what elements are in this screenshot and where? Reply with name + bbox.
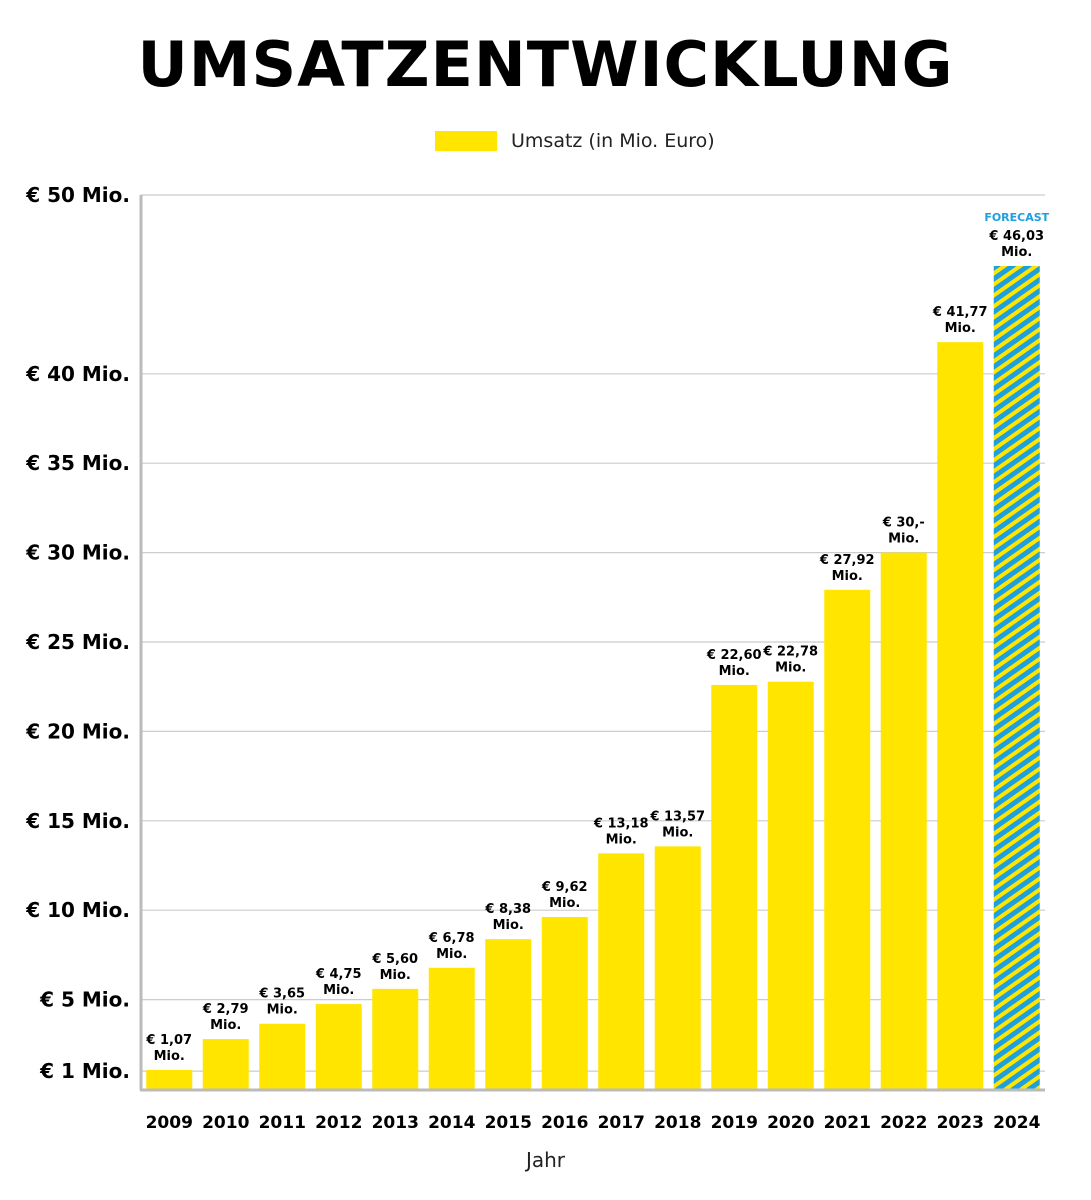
x-tick-label: 2016 xyxy=(541,1113,588,1133)
y-tick-label: € 40 Mio. xyxy=(25,362,130,386)
bar xyxy=(146,1069,193,1089)
x-axis-label: Jahr xyxy=(525,1148,566,1172)
x-tick-label: 2009 xyxy=(146,1113,193,1133)
x-tick-label: 2020 xyxy=(767,1113,814,1133)
y-tick-label: € 5 Mio. xyxy=(39,988,130,1012)
bar xyxy=(937,342,984,1089)
bar-forecast xyxy=(993,265,1040,1089)
labels: € 1 Mio. € 5 Mio. € 10 Mio. € 15 Mio. € 20 M… xyxy=(25,183,1049,1133)
bar xyxy=(428,967,475,1089)
data-label-unit: Mio. xyxy=(945,321,976,336)
data-label: € 1,07 xyxy=(145,1033,192,1048)
legend-label: Umsatz (in Mio. Euro) xyxy=(511,130,715,152)
data-label-unit: Mio. xyxy=(549,896,580,911)
bar xyxy=(598,853,645,1089)
data-label: € 13,57 xyxy=(649,809,705,824)
legend-swatch xyxy=(435,131,497,151)
data-label-unit: Mio. xyxy=(832,569,863,584)
x-tick-label: 2024 xyxy=(993,1113,1040,1133)
x-tick-label: 2023 xyxy=(937,1113,984,1133)
x-tick-label: 2022 xyxy=(880,1113,927,1133)
data-label-unit: Mio. xyxy=(436,947,467,962)
x-tick-label: 2013 xyxy=(372,1113,419,1133)
x-tick-label: 2019 xyxy=(711,1113,758,1133)
data-label-unit: Mio. xyxy=(719,664,750,679)
x-tick-label: 2011 xyxy=(259,1113,306,1133)
data-label-unit: Mio. xyxy=(775,661,806,676)
y-tick-label: € 1 Mio. xyxy=(39,1059,130,1083)
data-label: € 30,- xyxy=(882,516,925,531)
data-label-unit: Mio. xyxy=(888,532,919,547)
bar xyxy=(259,1023,306,1089)
y-tick-label: € 25 Mio. xyxy=(25,630,130,654)
data-label-unit: Mio. xyxy=(1001,245,1032,260)
bar xyxy=(202,1039,249,1089)
bar xyxy=(541,916,588,1089)
data-label: € 9,62 xyxy=(541,880,588,895)
bar xyxy=(315,1004,362,1089)
data-label-unit: Mio. xyxy=(606,832,637,847)
bar xyxy=(372,988,419,1089)
data-label: € 3,65 xyxy=(258,987,305,1002)
data-label: € 8,38 xyxy=(484,902,531,917)
chart-title: UMSATZENTWICKLUNG xyxy=(137,28,954,101)
data-label-unit: Mio. xyxy=(210,1018,241,1033)
axes xyxy=(139,195,1045,1092)
bar xyxy=(485,939,532,1089)
x-tick-label: 2015 xyxy=(485,1113,532,1133)
data-label: € 2,79 xyxy=(202,1002,249,1017)
data-label-unit: Mio. xyxy=(267,1003,298,1018)
data-label: € 27,92 xyxy=(819,553,875,568)
y-tick-label: € 35 Mio. xyxy=(25,451,130,475)
data-label: € 5,60 xyxy=(371,952,418,967)
data-label-unit: Mio. xyxy=(154,1049,185,1064)
x-tick-label: 2017 xyxy=(598,1113,645,1133)
legend: Umsatz (in Mio. Euro) xyxy=(435,130,715,152)
y-tick-label: € 20 Mio. xyxy=(25,719,130,743)
x-tick-label: 2018 xyxy=(654,1113,701,1133)
bars xyxy=(146,265,1040,1089)
bar xyxy=(824,589,871,1089)
bar xyxy=(711,684,758,1089)
x-tick-label: 2012 xyxy=(315,1113,362,1133)
data-label: € 13,18 xyxy=(593,816,649,831)
bar xyxy=(880,552,927,1089)
data-label-unit: Mio. xyxy=(380,968,411,983)
data-label: € 46,03 xyxy=(988,229,1044,244)
y-tick-label: € 30 Mio. xyxy=(25,541,130,565)
data-label: € 41,77 xyxy=(932,305,988,320)
data-label-unit: Mio. xyxy=(323,983,354,998)
data-label-unit: Mio. xyxy=(493,918,524,933)
bar xyxy=(654,846,701,1089)
bar xyxy=(767,681,814,1089)
x-tick-label: 2014 xyxy=(428,1113,475,1133)
y-tick-label: € 10 Mio. xyxy=(25,898,130,922)
forecast-label: FORECAST xyxy=(984,211,1049,224)
data-label: € 4,75 xyxy=(315,967,362,982)
x-tick-label: 2021 xyxy=(824,1113,871,1133)
data-label: € 22,78 xyxy=(762,645,818,660)
data-label: € 6,78 xyxy=(428,931,475,946)
data-label: € 22,60 xyxy=(706,648,762,663)
data-label-unit: Mio. xyxy=(662,825,693,840)
y-tick-label: € 50 Mio. xyxy=(25,183,130,207)
x-tick-label: 2010 xyxy=(202,1113,249,1133)
y-tick-label: € 15 Mio. xyxy=(25,809,130,833)
